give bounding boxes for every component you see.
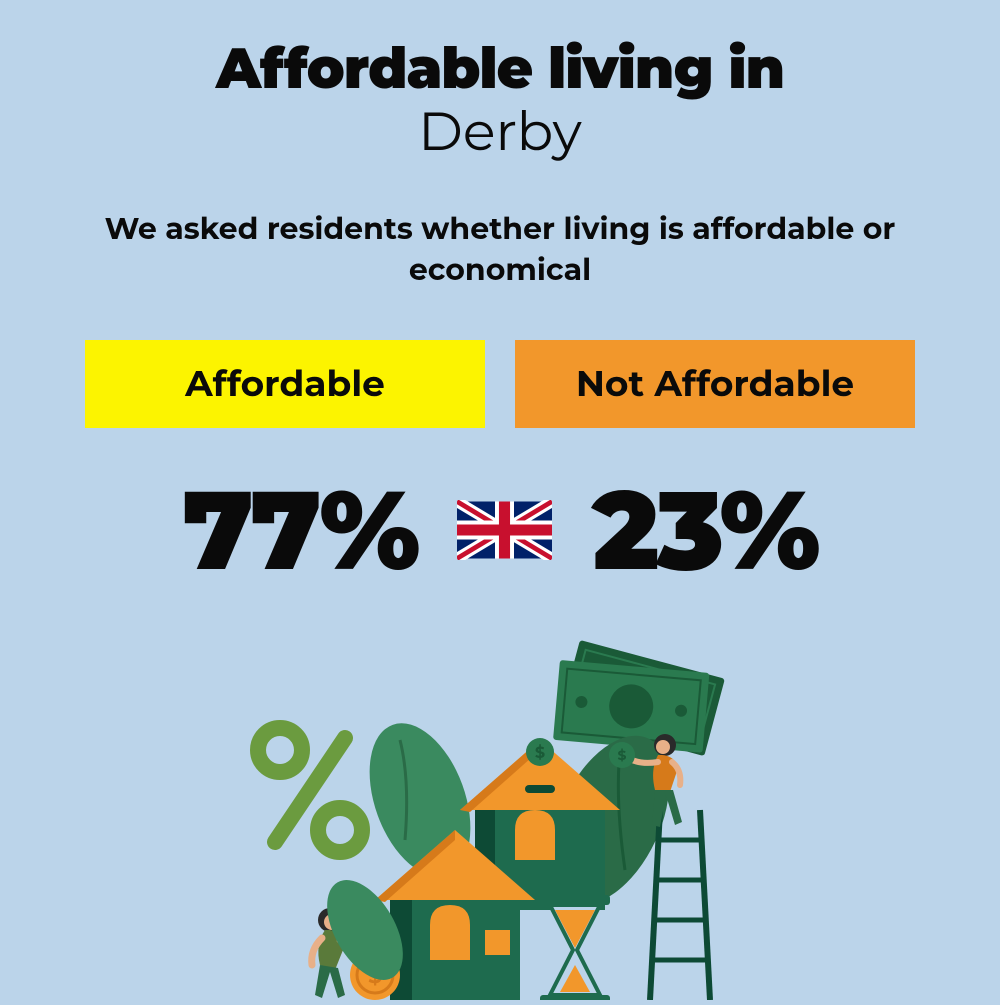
title-line2: Derby (0, 98, 1000, 164)
uk-flag-icon (457, 500, 552, 560)
percent-row: 77% 23% (0, 463, 1000, 597)
hourglass-icon (540, 895, 610, 1000)
percent-icon (258, 728, 362, 852)
affordable-percent: 77% (182, 463, 417, 597)
svg-text:$: $ (618, 746, 627, 764)
stats-row: Affordable Not Affordable (0, 340, 1000, 428)
stat-affordable: Affordable (85, 340, 485, 428)
stat-not-affordable: Not Affordable (515, 340, 915, 428)
title-line1: Affordable living in (0, 35, 1000, 103)
not-affordable-label: Not Affordable (515, 340, 915, 428)
svg-text:$: $ (535, 744, 545, 763)
affordable-label: Affordable (85, 340, 485, 428)
header: Affordable living in Derby (0, 0, 1000, 164)
illustration: $ $ (200, 620, 800, 1000)
not-affordable-percent: 23% (592, 463, 817, 597)
subtitle: We asked residents whether living is aff… (0, 209, 1000, 290)
